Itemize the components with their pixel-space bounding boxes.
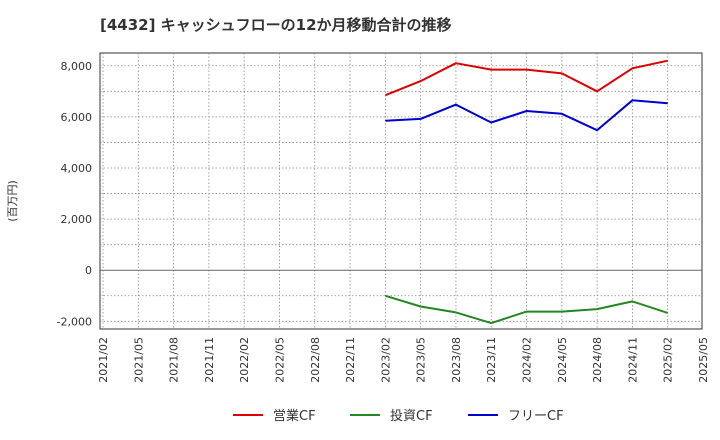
legend-label-2: 投資CF (390, 408, 433, 424)
chart-title: [4432] キャッシュフローの12か月移動合計の推移 (100, 16, 452, 34)
legend-label-1: 営業CF (273, 408, 316, 424)
x-tick-label: 2024/02 (521, 337, 534, 383)
y-axis-ticks: -2,000 0 2,000 4,000 6,000 8,000 (57, 60, 92, 329)
series-lines (385, 59, 669, 325)
x-tick-label: 2023/08 (450, 337, 463, 383)
y-tick-label: 0 (85, 264, 92, 277)
x-tick-label: 2023/05 (415, 337, 428, 383)
y-tick-label: 4,000 (61, 162, 93, 175)
x-tick-label: 2023/02 (379, 337, 392, 383)
x-tick-label: 2024/05 (556, 337, 569, 383)
x-tick-label: 2021/05 (132, 337, 145, 383)
x-tick-label: 2022/05 (273, 337, 286, 383)
y-axis-label: (百万円) (6, 180, 19, 222)
x-tick-label: 2025/02 (662, 337, 675, 383)
x-tick-label: 2022/08 (309, 337, 322, 383)
series-line-3 (385, 99, 668, 132)
x-tick-label: 2022/11 (344, 337, 357, 383)
y-tick-label: 2,000 (61, 213, 93, 226)
legend-label-3: フリーCF (508, 409, 564, 424)
x-tick-label: 2024/11 (626, 337, 639, 383)
series-line-1 (385, 59, 668, 97)
y-tick-label: -2,000 (57, 315, 92, 328)
x-tick-label: 2023/11 (485, 337, 498, 383)
y-tick-label: 8,000 (61, 60, 93, 73)
y-tick-label: 6,000 (61, 111, 93, 124)
x-tick-label: 2021/08 (168, 337, 181, 383)
plot-area (99, 52, 703, 330)
grid-lines (100, 53, 702, 329)
legend: 営業CF 投資CF フリーCF (233, 408, 564, 424)
series-line-2 (385, 294, 669, 325)
x-tick-label: 2021/11 (203, 337, 216, 383)
x-tick-label: 2022/02 (238, 337, 251, 383)
x-axis-ticks: 2021/02 2021/05 2021/08 2021/11 2022/02 2022/… (97, 337, 710, 383)
x-tick-label: 2024/08 (591, 337, 604, 383)
x-tick-label: 2025/05 (697, 337, 710, 383)
x-tick-label: 2021/02 (97, 337, 110, 383)
